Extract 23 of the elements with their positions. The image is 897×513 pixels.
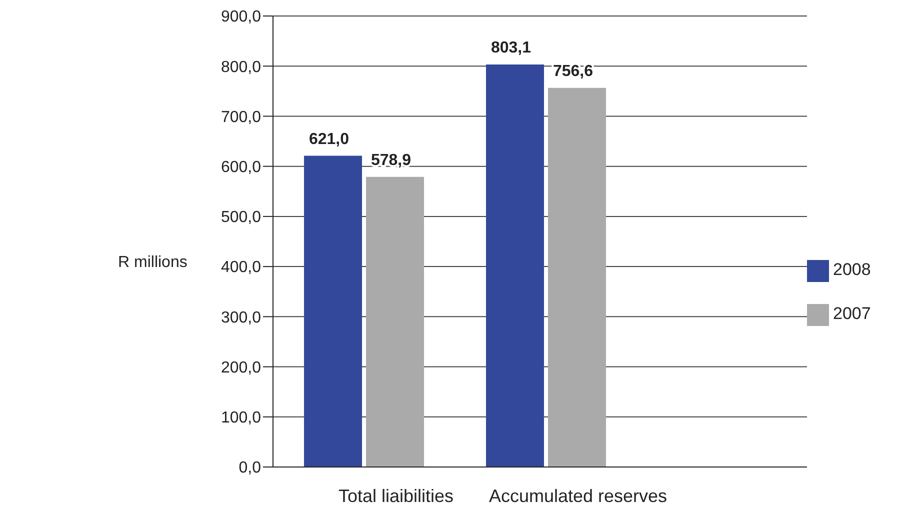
y-tick-label: 300,0 xyxy=(220,309,262,326)
y-tick-label: 700,0 xyxy=(220,108,262,126)
y-axis-title: R millions xyxy=(118,254,188,272)
bar xyxy=(304,156,362,467)
legend-label: 2007 xyxy=(833,304,871,323)
y-tick-label: 0,0 xyxy=(238,460,262,477)
legend-label: 2008 xyxy=(833,260,871,279)
x-tick-label: Accumulated reserves xyxy=(488,486,668,506)
data-label: 578,9 xyxy=(370,152,412,169)
data-label: 621,0 xyxy=(308,130,350,148)
y-tick-label: 200,0 xyxy=(220,359,262,376)
data-label: 803,1 xyxy=(490,40,532,57)
y-tick-label: 100,0 xyxy=(220,410,262,427)
y-tick-label: 400,0 xyxy=(220,259,262,276)
y-tick-label: 600,0 xyxy=(220,159,262,176)
x-tick-label: Total liaibilities xyxy=(338,486,454,506)
y-tick-label: 500,0 xyxy=(220,209,262,226)
bar xyxy=(548,88,606,467)
bar xyxy=(486,64,544,467)
y-tick-label: 900,0 xyxy=(220,8,262,26)
data-label: 756,6 xyxy=(552,62,594,80)
y-tick-label: 800,0 xyxy=(220,58,262,76)
bar xyxy=(366,176,424,467)
